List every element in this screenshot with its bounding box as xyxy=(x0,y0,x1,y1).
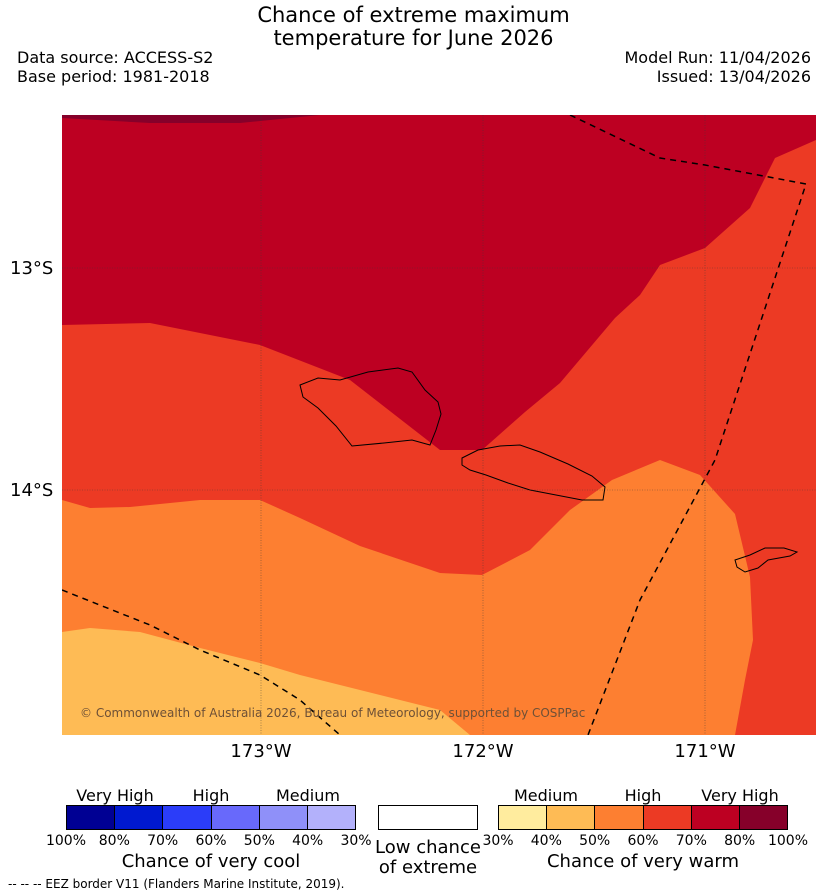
cool-swatch xyxy=(67,806,116,829)
low-chance-line-1: Low chance xyxy=(375,837,481,858)
eez-border-southwest xyxy=(62,589,341,735)
warm-colorbar xyxy=(498,805,788,830)
warm-tick-label: 30% xyxy=(482,833,514,849)
cool-colorbar-title: Chance of very cool xyxy=(121,851,301,872)
low-chance-line-2: of extreme xyxy=(378,857,478,878)
cool-cat-very-high: Very High xyxy=(76,786,154,805)
data-source: Data source: ACCESS-S2 xyxy=(17,48,214,67)
chart-title: Chance of extreme maximum temperature fo… xyxy=(0,4,827,50)
lon-label-171w: 171°W xyxy=(674,741,736,762)
title-line-2: temperature for June 2026 xyxy=(273,26,554,50)
zone-very-high-70-80 xyxy=(62,115,816,450)
cool-cat-medium: Medium xyxy=(276,786,340,805)
warm-swatch xyxy=(739,806,788,829)
warm-colorbar-title: Chance of very warm xyxy=(546,851,740,872)
warm-tick-label: 60% xyxy=(627,833,659,849)
cool-tick-label: 50% xyxy=(243,833,275,849)
low-chance-label: Low chance of extreme xyxy=(362,838,494,878)
lon-label-172w: 172°W xyxy=(452,741,514,762)
warm-cat-high: High xyxy=(624,786,662,805)
cool-swatch xyxy=(307,806,356,829)
zone-very-high-80-100 xyxy=(62,115,320,123)
cool-tick-label: 80% xyxy=(98,833,130,849)
title-line-1: Chance of extreme maximum xyxy=(257,3,570,27)
cool-tick-label: 100% xyxy=(45,833,87,849)
cool-cat-high: High xyxy=(192,786,230,805)
cool-swatch xyxy=(163,806,212,829)
warm-tick-label: 50% xyxy=(579,833,611,849)
warm-tick-label: 80% xyxy=(724,833,756,849)
low-chance-swatch xyxy=(378,805,478,830)
cool-tick-label: 30% xyxy=(340,833,372,849)
cool-swatch xyxy=(211,806,260,829)
copyright-notice: © Commonwealth of Australia 2026, Bureau… xyxy=(80,706,586,720)
issued-date: Issued: 13/04/2026 xyxy=(656,67,811,86)
eez-footnote: -- -- -- EEZ border V11 (Flanders Marine… xyxy=(8,877,345,891)
cool-swatch xyxy=(115,806,164,829)
cool-tick-label: 70% xyxy=(147,833,179,849)
base-period: Base period: 1981-2018 xyxy=(17,67,210,86)
eez-border-east xyxy=(569,115,807,735)
tutuila-island-outline xyxy=(734,547,799,573)
lat-label-14s: 14°S xyxy=(10,480,54,501)
warm-tick-label: 100% xyxy=(767,833,809,849)
warm-swatch xyxy=(691,806,740,829)
warm-swatch xyxy=(643,806,692,829)
warm-swatch xyxy=(595,806,644,829)
zone-medium-40-50 xyxy=(62,628,470,735)
warm-tick-label: 70% xyxy=(675,833,707,849)
meta-right: Model Run: 11/04/2026 Issued: 13/04/2026 xyxy=(625,48,812,86)
warm-swatch xyxy=(547,806,596,829)
upolu-island-outline xyxy=(461,444,606,501)
warm-cat-very-high: Very High xyxy=(701,786,779,805)
meta-left: Data source: ACCESS-S2 Base period: 1981… xyxy=(17,48,213,86)
savaii-island-outline xyxy=(299,367,442,447)
cool-swatch xyxy=(259,806,308,829)
warm-cat-medium: Medium xyxy=(514,786,578,805)
warm-swatch xyxy=(499,806,548,829)
model-run: Model Run: 11/04/2026 xyxy=(624,48,812,67)
lon-label-173w: 173°W xyxy=(230,741,292,762)
cool-colorbar xyxy=(66,805,356,830)
warm-tick-label: 40% xyxy=(530,833,562,849)
cool-tick-label: 40% xyxy=(292,833,324,849)
cool-tick-label: 60% xyxy=(195,833,227,849)
lat-label-13s: 13°S xyxy=(10,258,54,279)
